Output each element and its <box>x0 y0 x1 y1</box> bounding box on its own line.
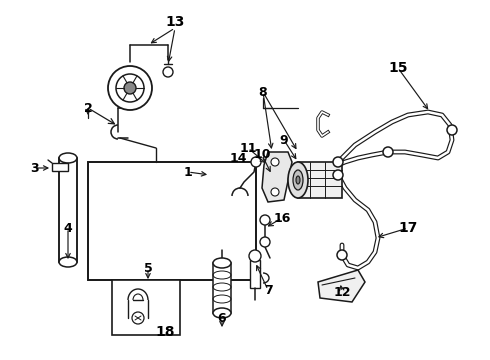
Circle shape <box>132 312 144 324</box>
Circle shape <box>251 157 261 167</box>
Circle shape <box>163 67 173 77</box>
Circle shape <box>116 74 144 102</box>
Bar <box>88 162 256 280</box>
Circle shape <box>124 82 136 94</box>
Circle shape <box>333 157 343 167</box>
Text: 1: 1 <box>184 166 193 179</box>
Text: 11: 11 <box>239 141 257 154</box>
Bar <box>298 162 342 198</box>
Text: 18: 18 <box>155 325 175 339</box>
Ellipse shape <box>213 308 231 318</box>
Ellipse shape <box>296 176 300 184</box>
Circle shape <box>249 250 261 262</box>
Text: 4: 4 <box>64 221 73 234</box>
Circle shape <box>447 125 457 135</box>
Text: 6: 6 <box>218 311 226 324</box>
Circle shape <box>333 170 343 180</box>
Text: 14: 14 <box>229 152 247 165</box>
Ellipse shape <box>59 257 77 267</box>
Bar <box>88 162 256 280</box>
Circle shape <box>271 158 279 166</box>
Ellipse shape <box>59 153 77 163</box>
Bar <box>250 260 260 288</box>
Bar <box>213 263 231 313</box>
Polygon shape <box>262 152 292 202</box>
Ellipse shape <box>288 162 308 198</box>
Bar <box>59 158 77 262</box>
Ellipse shape <box>213 258 231 268</box>
Circle shape <box>383 147 393 157</box>
Ellipse shape <box>293 170 303 190</box>
Text: 8: 8 <box>259 85 268 99</box>
Text: 9: 9 <box>280 134 288 147</box>
Text: 2: 2 <box>84 102 93 114</box>
Text: 7: 7 <box>264 284 272 297</box>
Bar <box>52 163 68 171</box>
Polygon shape <box>318 270 365 302</box>
Circle shape <box>260 215 270 225</box>
Bar <box>112 280 180 335</box>
Text: 16: 16 <box>273 211 291 225</box>
Circle shape <box>108 66 152 110</box>
Circle shape <box>271 188 279 196</box>
Circle shape <box>337 250 347 260</box>
Text: 13: 13 <box>165 15 185 29</box>
Text: 5: 5 <box>144 261 152 274</box>
Text: 3: 3 <box>30 162 38 175</box>
Text: 15: 15 <box>388 61 408 75</box>
Text: 10: 10 <box>253 148 271 162</box>
Text: 17: 17 <box>398 221 417 235</box>
Circle shape <box>260 237 270 247</box>
Text: 12: 12 <box>333 285 351 298</box>
